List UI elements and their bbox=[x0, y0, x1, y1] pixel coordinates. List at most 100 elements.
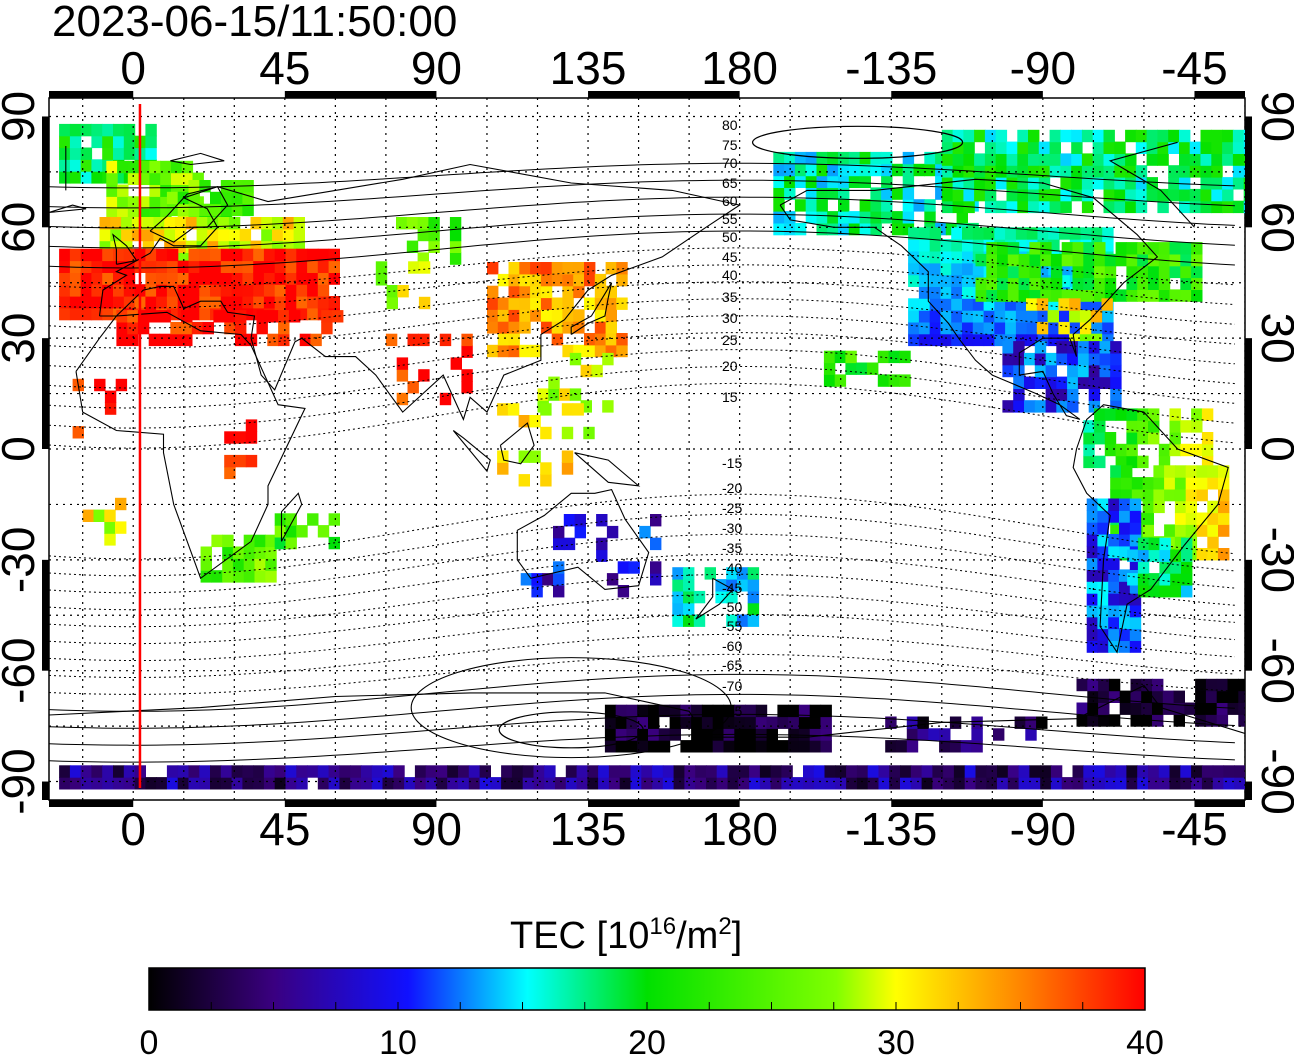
tec-cell bbox=[605, 333, 617, 346]
contour-label: 55 bbox=[722, 211, 738, 227]
tec-cell bbox=[1050, 765, 1063, 778]
axis-bottom-tick-label: 45 bbox=[259, 803, 310, 855]
tec-cell bbox=[210, 272, 222, 285]
tec-cell bbox=[282, 240, 295, 253]
tec-cell bbox=[1174, 536, 1187, 549]
tec-cell bbox=[1071, 141, 1083, 154]
tec-cell bbox=[138, 172, 150, 185]
contour-label: -35 bbox=[722, 540, 742, 556]
tec-cell bbox=[984, 141, 997, 154]
tec-cell bbox=[784, 222, 796, 236]
tec-cell bbox=[952, 165, 964, 178]
tec-cell bbox=[1108, 545, 1120, 559]
tec-cell bbox=[1148, 265, 1160, 279]
tec-cell bbox=[228, 228, 241, 242]
tec-cell bbox=[902, 211, 915, 224]
tec-cell bbox=[1211, 188, 1223, 202]
tec-cell bbox=[1114, 153, 1126, 166]
tec-cell bbox=[587, 765, 599, 778]
tec-cell bbox=[1218, 524, 1230, 537]
tec-cell bbox=[1200, 188, 1212, 202]
tec-cell bbox=[838, 211, 850, 224]
tec-cell bbox=[1110, 376, 1122, 389]
tec-cell bbox=[984, 188, 997, 202]
tec-cell bbox=[1025, 716, 1037, 729]
tec-cell bbox=[253, 272, 265, 285]
tec-cell bbox=[693, 614, 706, 627]
tec-cell bbox=[962, 227, 974, 240]
tec-cell bbox=[881, 175, 893, 188]
tec-cell bbox=[232, 558, 245, 571]
tec-cell bbox=[1189, 200, 1202, 214]
tec-cell bbox=[1125, 153, 1137, 166]
tec-cell bbox=[1137, 549, 1150, 562]
tec-cell bbox=[110, 217, 122, 230]
tec-cell bbox=[117, 196, 129, 209]
tec-cell bbox=[921, 765, 933, 778]
tec-cell bbox=[540, 426, 552, 440]
tec-cell bbox=[1119, 702, 1132, 715]
tec-cell bbox=[803, 765, 815, 778]
tec-cell bbox=[617, 585, 630, 598]
tec-cell bbox=[561, 462, 574, 475]
tec-cell bbox=[1141, 702, 1153, 715]
tec-cell bbox=[1158, 443, 1171, 457]
tec-cell bbox=[418, 261, 431, 274]
tec-cell bbox=[902, 151, 915, 165]
tec-cell bbox=[307, 765, 319, 778]
tec-cell bbox=[317, 248, 330, 262]
tec-cell bbox=[561, 403, 574, 416]
tec-cell bbox=[1006, 165, 1018, 178]
tec-cell bbox=[386, 285, 398, 298]
tec-cell bbox=[669, 716, 681, 729]
tec-cell bbox=[1152, 702, 1164, 715]
tec-cell bbox=[1097, 534, 1109, 547]
tec-cell bbox=[123, 147, 136, 160]
contour-label: -75 bbox=[722, 703, 742, 719]
tec-cell bbox=[856, 362, 868, 375]
tec-cell bbox=[823, 374, 836, 387]
tec-cell bbox=[1191, 408, 1203, 421]
tec-cell bbox=[242, 284, 254, 297]
tec-cell bbox=[210, 203, 222, 217]
tec-cell bbox=[59, 284, 71, 297]
tec-cell bbox=[224, 466, 236, 480]
tec-cell bbox=[596, 537, 608, 551]
tec-cell bbox=[1115, 765, 1127, 778]
tec-cell bbox=[328, 777, 340, 790]
tec-cell bbox=[1067, 388, 1079, 401]
tec-cell bbox=[941, 200, 954, 214]
map-area: 8075706560555045403530252015-15-20-25-30… bbox=[42, 91, 1252, 807]
tec-cell bbox=[734, 740, 746, 753]
tec-cell bbox=[929, 239, 942, 252]
tec-cell bbox=[902, 175, 915, 188]
tec-cell bbox=[716, 765, 729, 778]
tec-cell bbox=[777, 704, 789, 718]
tec-cell bbox=[1040, 277, 1052, 290]
frame-bar-left bbox=[42, 781, 49, 800]
axis-top-labels: 0 45 90 135 180 -135 -90 -45 bbox=[120, 42, 1227, 94]
tec-cell bbox=[672, 602, 684, 616]
tec-cell bbox=[177, 284, 190, 297]
tec-cell bbox=[1038, 188, 1051, 202]
tec-cell bbox=[669, 728, 681, 741]
tec-cell bbox=[263, 765, 276, 778]
tec-cell bbox=[867, 765, 880, 778]
tec-cell bbox=[508, 262, 520, 275]
tec-cell bbox=[940, 298, 952, 311]
tec-cell bbox=[1094, 277, 1106, 290]
tec-cell bbox=[1227, 678, 1239, 692]
tec-cell bbox=[414, 777, 427, 790]
tec-cell bbox=[1034, 400, 1047, 413]
tec-cell bbox=[1148, 277, 1160, 290]
tec-cell bbox=[91, 248, 103, 262]
tec-cell bbox=[307, 307, 319, 321]
tec-cell bbox=[1110, 364, 1122, 378]
tec-cell bbox=[231, 248, 243, 262]
tec-cell bbox=[1098, 690, 1110, 703]
tec-cell bbox=[983, 298, 995, 311]
tec-cell bbox=[296, 296, 308, 309]
tec-cell bbox=[220, 272, 233, 285]
tec-cell bbox=[616, 273, 628, 287]
